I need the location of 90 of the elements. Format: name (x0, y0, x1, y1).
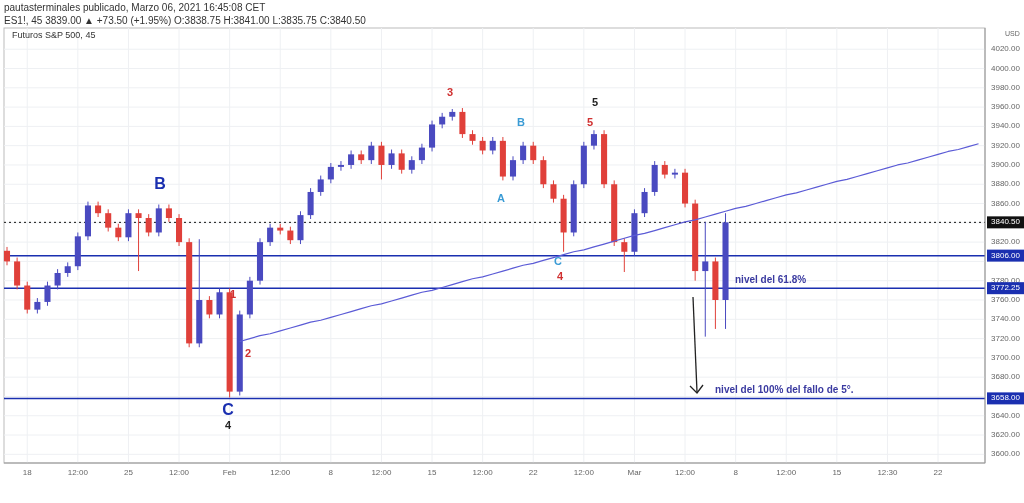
annotation: A (497, 191, 506, 204)
text: pautasterminales publicado, Marzo 06, 2021 16:45:08 CET (4, 2, 266, 13)
candlestick (388, 149, 395, 170)
candlestick (641, 187, 648, 218)
candlestick (621, 237, 628, 273)
ref-line-label: 3658.00 (991, 393, 1021, 403)
y-tick-label: 3640.00 (991, 410, 1021, 420)
x-tick-label: 22 (528, 468, 539, 477)
x-tick-label: 12:00 (169, 468, 190, 477)
candlestick (3, 246, 11, 266)
ref-line-label: 3840.50 (991, 217, 1021, 227)
annotation: 3 (446, 85, 454, 98)
y-tick-label: 4020.00 (991, 44, 1021, 54)
x-tick-label: 12:00 (371, 468, 392, 477)
candlestick (135, 208, 142, 272)
ref-line-label: 3806.00 (991, 250, 1021, 260)
ref-line-label: 3772.25 (991, 283, 1021, 293)
y-tick-label: 4000.00 (991, 63, 1021, 73)
candlestick (530, 141, 537, 165)
y-tick-label: 3680.00 (991, 372, 1021, 382)
candlestick (216, 287, 223, 319)
candlestick (368, 141, 375, 165)
candlestick (348, 149, 355, 170)
candlestick (337, 160, 344, 172)
annotation: C (554, 254, 563, 267)
y-tick-label: 3620.00 (991, 430, 1021, 440)
x-tick-label: Feb (222, 468, 238, 477)
candlestick (702, 221, 709, 338)
x-tick-label: 12:00 (675, 468, 696, 477)
y-tick-label: 3860.00 (991, 198, 1021, 208)
text: ES1!, 45 3839.00 ▲ +73.50 (+1.95%) O:3838.75 H:3841.00 L:3835.75 C:3840.50 (4, 15, 367, 26)
annotation: 4 (556, 269, 564, 282)
chart-title: Futuros S&P 500, 45 (12, 30, 96, 40)
candlestick (459, 107, 466, 139)
x-tick-label: 12:30 (877, 468, 898, 477)
x-tick-label: 25 (123, 468, 134, 477)
candlestick (509, 155, 517, 181)
candlestick (95, 201, 102, 218)
y-tick-label: 3900.00 (991, 160, 1021, 170)
candlestick (44, 281, 51, 307)
candlestick (105, 208, 112, 233)
candlestick (206, 295, 213, 319)
x-tick-label: 12:00 (776, 468, 797, 477)
annotation: 2 (244, 346, 252, 359)
annotation: 1 (229, 287, 237, 300)
candlestick (590, 129, 597, 151)
x-tick-label: 18 (22, 468, 33, 477)
line-series (239, 143, 980, 343)
candlestick (317, 175, 324, 197)
annotation: nivel del 100% del fallo de 5°. (715, 383, 854, 395)
annotation: B (154, 175, 166, 193)
x-tick-label: 15 (427, 468, 438, 477)
candlestick (327, 162, 334, 184)
y-tick-label: 3740.00 (991, 314, 1021, 324)
y-tick-label: 3940.00 (991, 121, 1021, 131)
x-tick-label: 8 (328, 468, 334, 477)
y-tick-label: 3600.00 (991, 449, 1021, 459)
y-tick-label: 3760.00 (991, 295, 1021, 305)
candlestick (378, 141, 385, 180)
annotation: C (222, 401, 235, 419)
candlestick (418, 143, 425, 165)
y-tick-label: 3700.00 (991, 352, 1021, 362)
candlestick (267, 223, 274, 247)
x-tick-label: 12:00 (472, 468, 494, 477)
x-tick-label: 8 (733, 468, 739, 477)
annotation: B (517, 115, 526, 128)
x-tick-label: 12:00 (573, 468, 595, 477)
candlestick (398, 149, 405, 175)
candlestick (429, 120, 436, 152)
y-tick-label: 3960.00 (991, 102, 1021, 112)
annotation: 5 (586, 115, 594, 128)
x-tick-label: 12:00 (67, 468, 89, 477)
y-tick-label: 3980.00 (991, 82, 1021, 92)
candlestick (550, 179, 557, 204)
y-tick-label: 3880.00 (991, 179, 1021, 189)
candlestick (671, 168, 678, 179)
x-tick-label: 22 (933, 468, 944, 477)
x-tick-label: Mar (627, 468, 642, 477)
y-tick-label: 3920.00 (991, 140, 1021, 150)
y-tick-label: 3720.00 (991, 333, 1021, 343)
candlestick (54, 268, 61, 290)
x-tick-label: 12:00 (270, 468, 291, 477)
annotation: 4 (224, 418, 232, 431)
annotation: nivel del 61.8% (735, 273, 807, 285)
candlestick (520, 141, 527, 165)
candlestick (145, 213, 152, 237)
candlestick (307, 187, 314, 220)
x-tick-label: 15 (832, 468, 842, 477)
annotation: 5 (591, 95, 599, 108)
y-tick-label: 3820.00 (991, 237, 1021, 247)
